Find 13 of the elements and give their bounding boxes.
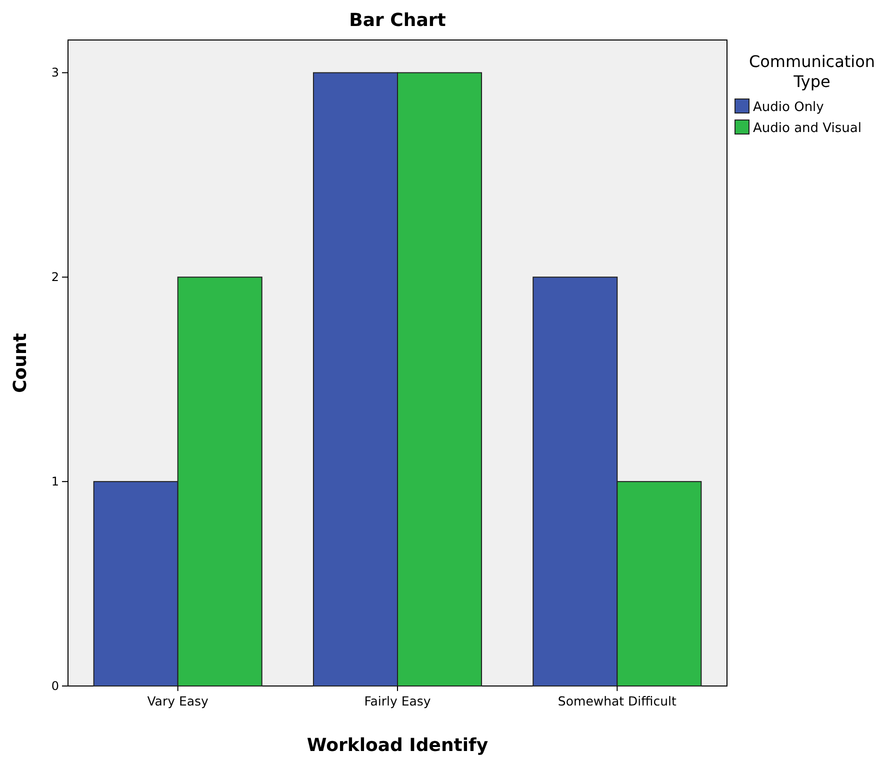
y-tick-label: 0 (51, 678, 59, 693)
y-tick-label: 1 (51, 474, 59, 488)
x-tick-label: Somewhat Difficult (558, 693, 677, 708)
x-tick-label: Vary Easy (147, 693, 210, 708)
x-axis-title: Workload Identify (306, 735, 488, 756)
y-tick-label: 3 (51, 66, 59, 80)
y-axis-title: Count (10, 332, 31, 393)
y-tick-label: 2 (51, 270, 59, 284)
legend-label: Audio and Visual (753, 121, 862, 136)
x-tick-label: Fairly Easy (364, 693, 432, 708)
legend-label: Audio Only (753, 100, 824, 115)
chart-title: Bar Chart (349, 10, 446, 31)
legend-title: Communication Type (748, 52, 876, 91)
